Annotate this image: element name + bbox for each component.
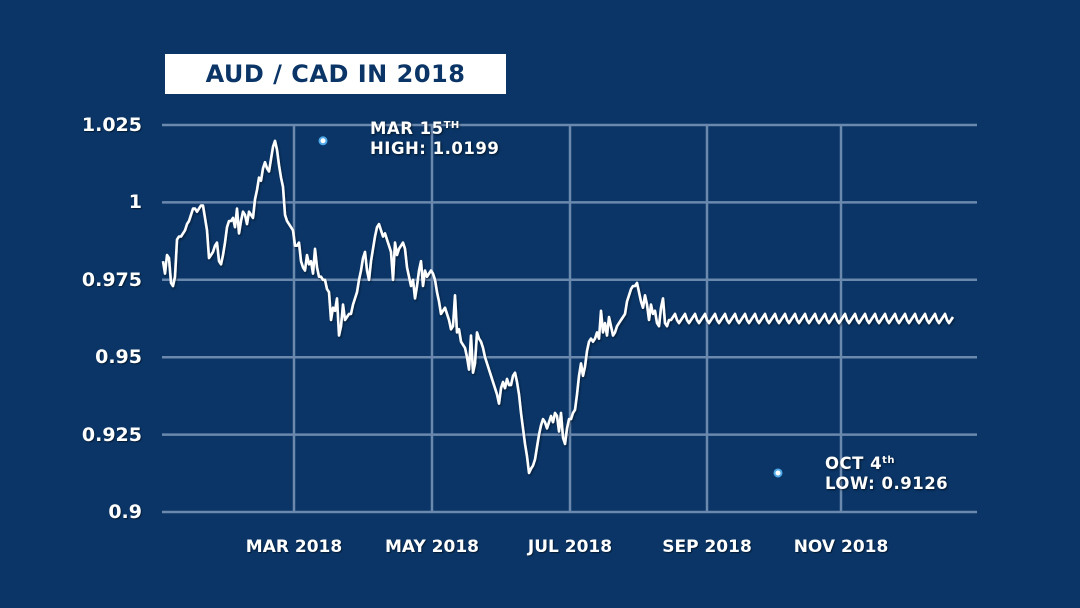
y-tick-label: 0.9 (108, 501, 142, 523)
price-line (161, 139, 955, 475)
high-point-marker (318, 136, 328, 146)
x-tick-label: SEP 2018 (662, 537, 752, 557)
y-tick-label: 0.925 (81, 423, 142, 446)
high-annotation: MAR 15TH HIGH: 1.0199 (370, 116, 499, 159)
y-tick-label: 1 (128, 191, 142, 214)
chart-title-box: AUD / CAD IN 2018 (165, 54, 506, 94)
low-label: LOW: 0.9126 (825, 474, 949, 493)
low-annotation: OCT 4th LOW: 0.9126 (825, 451, 948, 494)
y-tick-label: 1.025 (81, 114, 142, 136)
y-tick-label: 0.95 (95, 346, 142, 369)
x-tick-label: NOV 2018 (793, 537, 889, 557)
low-date-suffix: th (882, 455, 896, 466)
low-point-marker (773, 468, 783, 478)
y-tick-label: 0.975 (81, 268, 142, 291)
chart-title: AUD / CAD IN 2018 (205, 60, 466, 88)
x-tick-label: JUL 2018 (527, 537, 613, 557)
x-tick-label: MAR 2018 (245, 537, 343, 557)
high-date-suffix: TH (443, 120, 460, 131)
high-label: HIGH: 1.0199 (370, 139, 500, 158)
x-tick-label: MAY 2018 (385, 537, 479, 557)
low-date: OCT 4 (825, 454, 883, 473)
high-date: MAR 15 (370, 119, 444, 138)
